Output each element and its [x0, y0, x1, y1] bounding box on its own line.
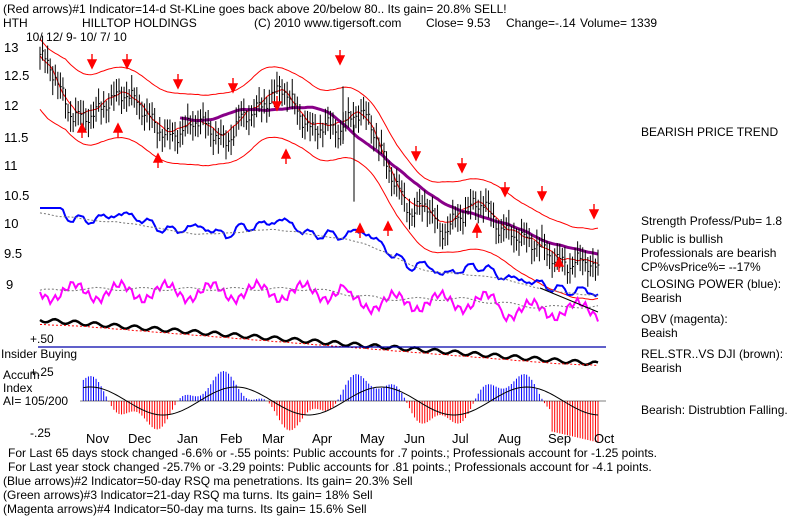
insider-buying-label: Insider Buying — [1, 347, 78, 361]
month-label: Aug — [498, 431, 522, 446]
footer-indicator-4: (Magenta arrows)#4 Indicator=50-day ma t… — [3, 502, 367, 516]
y-tick-label: 10 — [4, 216, 19, 231]
buy-arrow — [354, 222, 366, 238]
ai-value: AI= 105/200 — [3, 394, 69, 408]
date-range: 10/ 12/ 9- 10/ 7/ 10 — [26, 30, 127, 44]
close-value: Close= 9.53 — [426, 16, 491, 30]
closing-power-value: Bearish — [641, 291, 682, 305]
sell-arrow — [172, 74, 184, 90]
buy-arrow — [112, 122, 124, 138]
y-tick-label: 11 — [4, 158, 18, 173]
bearish-trend-label: BEARISH PRICE TREND — [641, 125, 779, 139]
sell-arrow — [334, 50, 346, 66]
plus25-label: +.25 — [30, 365, 54, 379]
sell-arrow — [536, 186, 548, 202]
month-label: Mar — [262, 431, 285, 446]
month-label: Jun — [404, 431, 425, 446]
lower-band-line — [39, 108, 599, 301]
month-label: Jan — [177, 431, 198, 446]
professionals-label: Professionals are bearish — [641, 246, 777, 260]
sell-arrow — [410, 146, 422, 162]
public-label: Public is bullish — [641, 232, 724, 246]
strength-label: Strength Profess/Pub= 1.8 — [641, 214, 783, 228]
company-name: HILLTOP HOLDINGS — [82, 16, 197, 30]
month-label: Sep — [548, 431, 572, 446]
volume-value: Volume= 1339 — [580, 16, 658, 30]
relstr-label: REL.STR..VS DJI (brown): — [641, 347, 784, 361]
buy-arrow — [76, 122, 88, 138]
y-tick-label: 10.5 — [4, 188, 30, 203]
y-tick-label: 9.5 — [4, 246, 23, 261]
month-label: Oct — [594, 431, 615, 446]
price-bars — [39, 35, 600, 287]
sell-arrow — [121, 54, 133, 70]
buy-arrow — [382, 220, 394, 236]
obv-value: Beaish — [641, 326, 678, 340]
footer-65-days: For Last 65 days stock changed -6.6% or … — [8, 446, 658, 460]
indicator-1-text: (Red arrows)#1 Indicator=14-d St-KLine g… — [3, 2, 507, 16]
buy-arrow — [152, 152, 164, 168]
accum-label: Accum — [3, 368, 40, 382]
sell-arrow — [271, 96, 283, 112]
obv-line — [39, 277, 599, 324]
accumulation-index-bars — [82, 371, 599, 443]
ticker: HTH — [3, 16, 28, 30]
y-tick-label: 12.5 — [4, 68, 30, 83]
y-tick-label: 11.5 — [4, 130, 29, 145]
month-label: Dec — [128, 431, 152, 446]
footer-indicator-2: (Blue arrows)#2 Indicator=50-day RSQ ma … — [3, 474, 413, 488]
buy-arrow — [471, 222, 483, 238]
month-label: Jul — [452, 431, 469, 446]
sell-arrow — [456, 158, 468, 174]
short-ma-line — [39, 55, 599, 264]
copyright: (C) 2010 www.tigersoft.com — [254, 16, 402, 30]
y-tick-label: 12 — [4, 98, 19, 113]
sell-arrow — [86, 54, 98, 70]
closing-power-line — [40, 207, 599, 298]
relstr-line — [39, 317, 599, 367]
accum-status-label: Bearish: Distrubtion Falling. — [641, 403, 788, 417]
month-label: Feb — [220, 431, 243, 446]
change-value: Change=-.14 — [506, 16, 576, 30]
nine-label: 9 — [6, 277, 14, 292]
sell-arrow — [499, 182, 511, 198]
plus50-label: +.50 — [30, 332, 54, 346]
buy-arrow — [553, 256, 565, 272]
signal-arrows — [76, 50, 600, 313]
buy-arrow — [280, 148, 292, 164]
sell-arrow — [588, 204, 600, 220]
closing-power-pointer — [539, 287, 599, 313]
relstr-ma-line — [40, 324, 599, 366]
cp-vs-price-label: CP%vsPrice%= --17% — [641, 260, 761, 274]
accum-ma-line — [83, 386, 599, 416]
minus25-label: -.25 — [30, 426, 51, 440]
month-label: Apr — [312, 431, 333, 446]
month-label: Nov — [86, 431, 110, 446]
footer-last-year: For Last year stock changed -25.7% or -3… — [8, 460, 652, 474]
closing-power-label: CLOSING POWER (blue): — [641, 277, 782, 291]
index-label: Index — [3, 381, 33, 395]
obv-label: OBV (magenta): — [641, 312, 728, 326]
relstr-value: Bearish — [641, 361, 682, 375]
footer-indicator-3: (Green arrows)#3 Indicator=21-day RSQ ma… — [3, 488, 373, 502]
month-label: May — [360, 431, 385, 446]
closing-power-ma-line — [39, 212, 599, 297]
y-tick-label: 13 — [4, 40, 19, 55]
obv-ma-line — [39, 286, 599, 309]
sell-arrow — [227, 78, 239, 94]
